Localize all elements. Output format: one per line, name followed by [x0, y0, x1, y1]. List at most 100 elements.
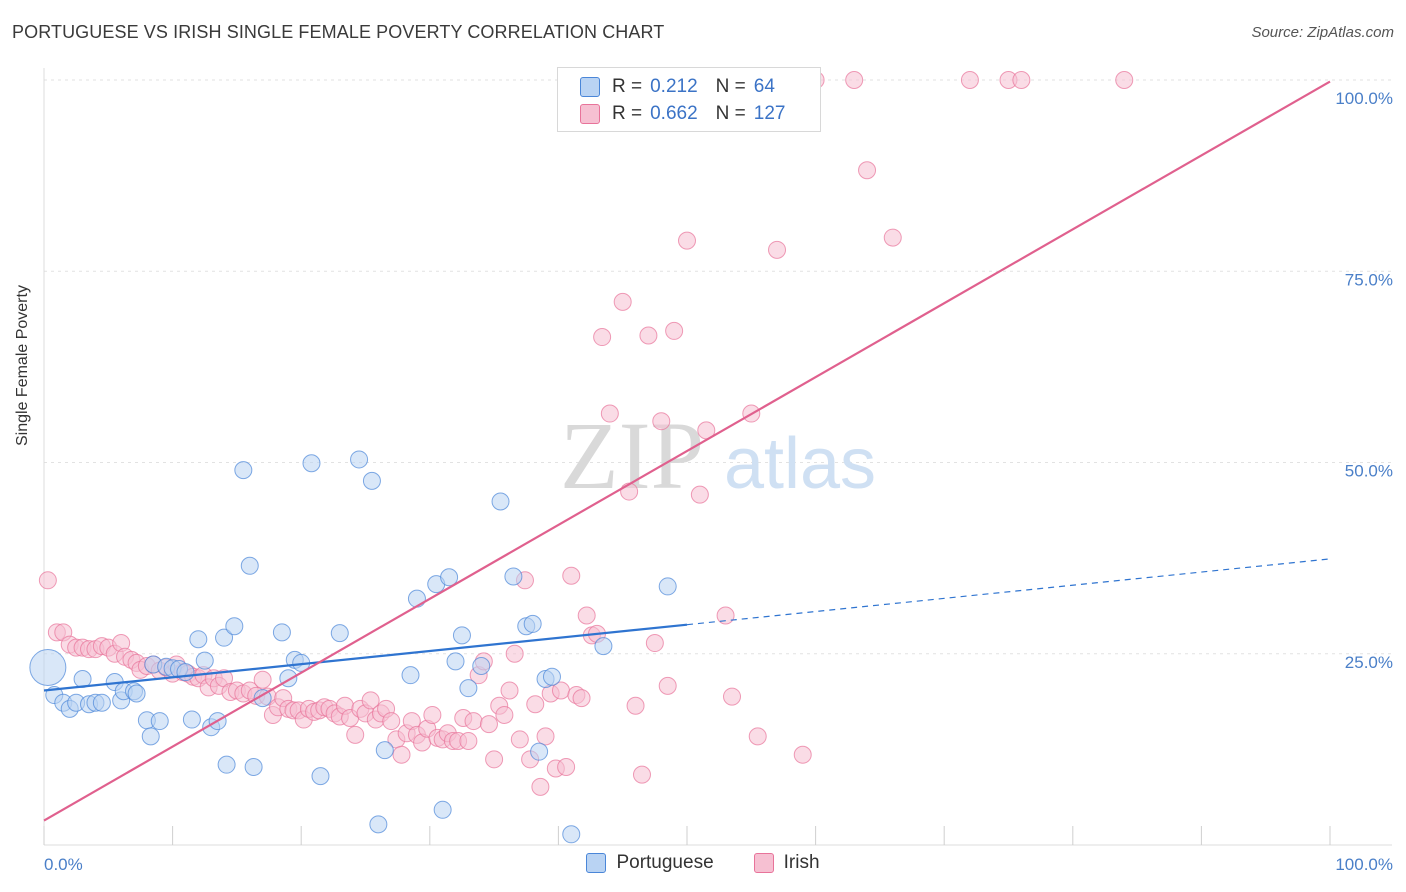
irish-point: [479, 715, 498, 734]
irish-point: [858, 161, 877, 180]
portuguese-point: [369, 815, 388, 834]
y-tick-label: 25.0%: [1345, 653, 1393, 672]
portuguese-point: [362, 471, 381, 490]
irish-point: [382, 712, 401, 731]
irish-point: [38, 571, 57, 590]
legend-row-portuguese: R = 0.212 N = 64: [580, 74, 775, 100]
portuguese-point: [401, 666, 420, 685]
portuguese-point: [195, 651, 214, 670]
portuguese-point: [215, 628, 234, 647]
trend-lines: [43, 80, 1331, 822]
irish-point: [557, 757, 576, 776]
chart-title: PORTUGUESE VS IRISH SINGLE FEMALE POVERT…: [12, 22, 665, 42]
n-label: N =: [715, 103, 746, 124]
watermark-atlas: atlas: [724, 424, 876, 504]
portuguese-n-value: 64: [753, 76, 775, 97]
portuguese-r-value: 0.212: [650, 76, 698, 97]
y-tick-label: 100.0%: [1335, 89, 1393, 108]
portuguese-point: [350, 450, 369, 469]
irish-point: [536, 727, 555, 746]
portuguese-point: [658, 577, 677, 596]
portuguese-point: [127, 684, 146, 703]
irish-point: [845, 71, 864, 89]
portuguese-point: [530, 742, 549, 761]
irish-point: [960, 71, 979, 89]
portuguese-point: [244, 757, 263, 776]
irish-point: [572, 689, 591, 708]
irish-point: [716, 606, 735, 625]
irish-point: [464, 712, 483, 731]
portuguese-point: [189, 630, 208, 649]
portuguese-point: [217, 755, 236, 774]
portuguese-trend-extension: [686, 558, 1331, 626]
irish-point: [526, 695, 545, 714]
irish-point: [645, 634, 664, 653]
series-legend: Portuguese Irish: [0, 852, 1406, 874]
irish-point: [652, 412, 671, 431]
irish-point: [423, 705, 442, 724]
legend-row-irish: R = 0.662 N = 127: [580, 101, 785, 127]
portuguese-point: [459, 679, 478, 698]
portuguese-point: [562, 825, 581, 844]
irish-point: [361, 691, 380, 710]
portuguese-point: [542, 667, 561, 686]
portuguese-point: [225, 617, 244, 636]
irish-point: [495, 705, 514, 724]
r-label: R =: [612, 103, 643, 124]
irish-n-value: 127: [753, 103, 786, 124]
portuguese-point: [330, 624, 349, 643]
irish-point: [768, 240, 787, 259]
portuguese-point: [272, 623, 291, 642]
irish-point: [658, 676, 677, 695]
irish-point: [678, 231, 696, 250]
portuguese-point: [176, 663, 195, 682]
portuguese-point: [491, 492, 510, 511]
irish-point: [620, 482, 639, 501]
irish-point: [346, 725, 365, 744]
irish-legend-swatch: [753, 853, 774, 873]
irish-point: [577, 606, 596, 625]
irish-point: [593, 328, 612, 347]
irish-point: [392, 745, 411, 764]
portuguese-point: [375, 741, 394, 760]
axes: [43, 68, 1392, 846]
x-tick-label-min: 0.0%: [44, 855, 83, 874]
irish-point: [639, 326, 658, 345]
irish-point: [665, 321, 684, 340]
portuguese-legend-swatch: [586, 853, 607, 873]
irish-point: [253, 670, 272, 689]
legend-item-portuguese[interactable]: Portuguese: [586, 852, 714, 874]
irish-point: [883, 228, 902, 247]
y-tick-label: 50.0%: [1345, 462, 1393, 481]
portuguese-point: [446, 652, 465, 671]
r-label: R =: [612, 76, 643, 97]
n-label: N =: [715, 76, 746, 97]
portuguese-point: [594, 637, 613, 656]
portuguese-point: [407, 589, 426, 608]
portuguese-point: [253, 689, 272, 708]
portuguese-point: [29, 649, 67, 687]
portuguese-point: [150, 712, 169, 731]
x-tick-label-max: 100.0%: [1335, 855, 1393, 874]
y-tick-label: 75.0%: [1345, 270, 1393, 289]
irish-point: [485, 750, 504, 769]
irish-point: [562, 566, 581, 585]
portuguese-point: [311, 767, 330, 786]
portuguese-point: [452, 626, 471, 645]
irish-point: [531, 777, 550, 796]
portuguese-point: [182, 710, 201, 729]
irish-point: [1115, 71, 1134, 89]
legend-item-irish[interactable]: Irish: [753, 852, 820, 874]
irish-point: [1012, 71, 1031, 89]
stats-legend: R = 0.212 N = 64 R = 0.662 N = 127: [557, 67, 821, 132]
irish-point: [510, 730, 529, 749]
axis-tick-labels: 25.0% 50.0% 75.0% 100.0% 0.0% 100.0%: [44, 89, 1393, 874]
source-label: Source: ZipAtlas.com: [1251, 24, 1394, 41]
portuguese-legend-label: Portuguese: [616, 852, 714, 873]
irish-point: [600, 404, 619, 423]
portuguese-point: [440, 568, 459, 587]
portuguese-point: [302, 454, 321, 473]
irish-point: [793, 745, 812, 764]
irish-r-value: 0.662: [650, 103, 698, 124]
